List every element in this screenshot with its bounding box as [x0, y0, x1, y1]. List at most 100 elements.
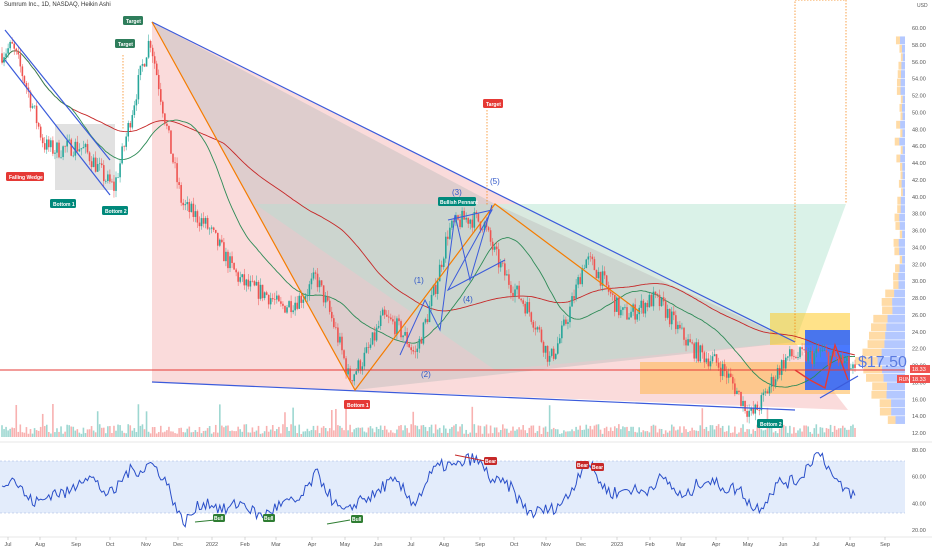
candle-body	[703, 352, 706, 363]
candle-body	[276, 295, 278, 300]
volume-bar	[133, 428, 136, 437]
candle-body	[410, 347, 412, 351]
volume-profile-bar-sell	[873, 314, 888, 323]
time-axis-tick: Aug	[35, 542, 45, 548]
candle-body	[782, 360, 785, 369]
volume-profile-bar-sell	[899, 44, 902, 53]
candle-body	[632, 304, 634, 312]
candle-body	[9, 41, 11, 49]
volume-profile-bar-sell	[863, 365, 883, 374]
volume-profile-bar-sell	[900, 146, 903, 154]
price-axis-tick: 54.00	[912, 77, 926, 83]
volume-bar	[650, 425, 653, 437]
candle-body	[39, 126, 42, 138]
candle-body	[603, 271, 606, 276]
candle-body	[776, 368, 779, 380]
target-tag-a	[123, 16, 143, 25]
volume-bar	[835, 429, 838, 437]
volume-bar	[96, 411, 99, 437]
volume-bar	[827, 428, 830, 437]
volume-bar	[290, 424, 292, 437]
candle-body	[683, 327, 685, 340]
volume-bar	[483, 426, 486, 437]
volume-bar	[174, 433, 176, 437]
volume-profile-bar-buy	[902, 112, 905, 121]
candle-body	[225, 251, 227, 262]
candle-body	[398, 318, 400, 322]
volume-bar	[611, 430, 614, 437]
volume-bar	[196, 431, 199, 437]
volume-profile-bar-sell	[895, 264, 900, 273]
volume-bar	[11, 427, 13, 437]
volume-bar	[540, 433, 543, 437]
volume-bar	[98, 424, 101, 437]
volume-bar	[353, 429, 355, 437]
volume-bar	[58, 431, 60, 437]
volume-profile-bar-buy	[881, 348, 905, 357]
volume-bar	[725, 431, 728, 437]
volume-profile-bar-buy	[901, 61, 905, 70]
volume-bar	[795, 432, 797, 437]
candle-body	[306, 294, 309, 297]
candle-body	[579, 277, 581, 285]
candle-body	[725, 371, 728, 378]
candle-body	[750, 407, 752, 411]
volume-bar	[473, 424, 476, 437]
price-axis-tick: 42.00	[912, 178, 926, 184]
candle-body	[502, 262, 504, 264]
candle-body	[60, 157, 62, 158]
volume-bar	[738, 432, 740, 437]
price-label-2: 18.33	[912, 377, 926, 383]
time-axis-tick: Jun	[374, 542, 383, 548]
volume-bar	[811, 433, 814, 437]
time-axis-tick: Nov	[541, 542, 551, 548]
volume-profile-bar-buy	[877, 357, 905, 365]
falling-wedge-label: Falling Wedge	[9, 175, 43, 181]
volume-bar	[412, 411, 415, 437]
volume-bar	[113, 425, 115, 437]
volume-profile-bar-buy	[902, 163, 905, 171]
volume-bar	[408, 432, 410, 437]
price-box-2	[910, 375, 930, 383]
candle-body	[573, 296, 575, 299]
candle-body	[717, 362, 720, 368]
volume-bar	[62, 433, 64, 437]
time-axis-tick: Jun	[779, 542, 788, 548]
volume-profile-bar-buy	[895, 416, 905, 424]
volume-bar	[791, 433, 793, 437]
candle-body	[76, 141, 79, 152]
candle-body	[789, 349, 791, 357]
volume-bar	[102, 427, 105, 437]
volume-bar	[50, 433, 52, 437]
volume-bar	[764, 429, 767, 437]
candle-body	[430, 294, 433, 307]
candle-body	[251, 280, 254, 282]
candle-body	[630, 311, 632, 318]
bottom1-tag-b	[344, 400, 370, 409]
price-axis-tick: 40.00	[912, 195, 926, 201]
volume-bar	[626, 426, 628, 437]
price-axis-tick: 48.00	[912, 127, 926, 133]
candle-body	[532, 321, 535, 328]
candle-body	[487, 227, 490, 231]
volume-bar	[434, 424, 437, 437]
candle-body	[620, 309, 622, 316]
volume-bar	[145, 411, 148, 437]
candle-body	[82, 147, 85, 149]
volume-bar	[318, 433, 321, 437]
green-target-zone	[255, 204, 846, 370]
volume-bar	[180, 427, 182, 437]
time-axis-tick: Jul	[4, 542, 11, 548]
volume-bar	[349, 424, 351, 437]
volume-bar	[31, 433, 34, 437]
volume-bar	[721, 425, 724, 437]
volume-bar	[768, 425, 771, 437]
candle-body	[37, 123, 40, 127]
candle-body	[155, 63, 158, 75]
candle-body	[821, 350, 824, 351]
volume-bar	[276, 429, 278, 437]
time-axis-tick: Mar	[676, 542, 686, 548]
price-label-1: 18.33	[912, 367, 926, 373]
volume-profile-bar-sell	[882, 306, 893, 315]
